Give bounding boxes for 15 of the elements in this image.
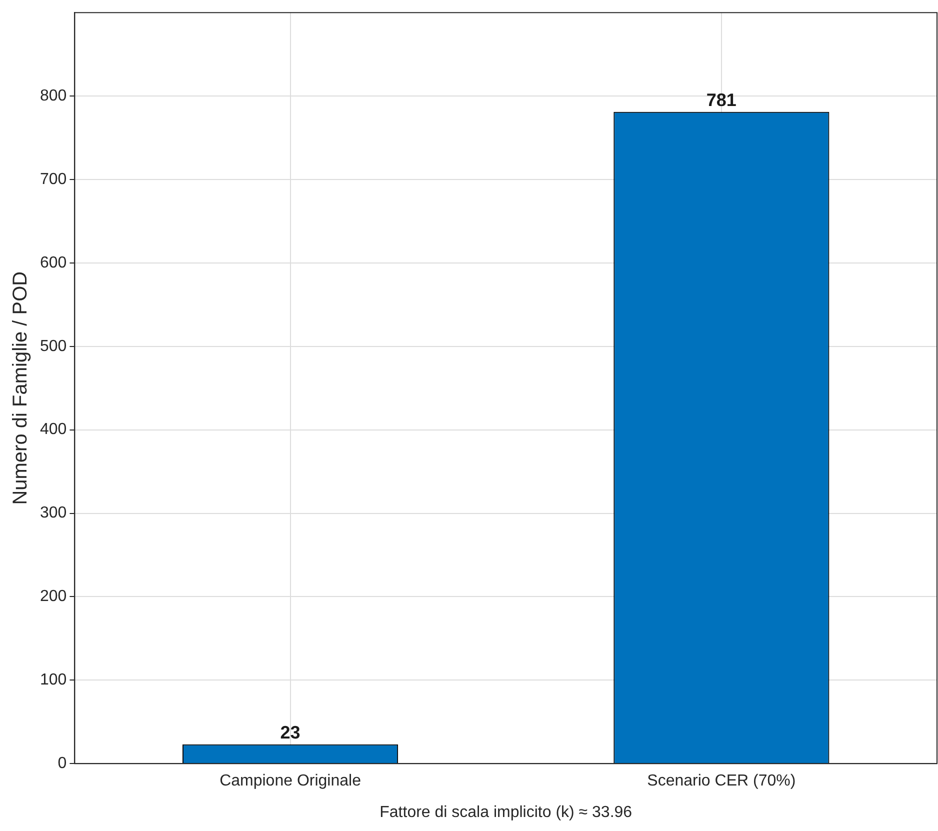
x-tick-label: Scenario CER (70%) xyxy=(647,772,796,790)
y-tick-label: 400 xyxy=(40,421,67,438)
y-tick-label: 700 xyxy=(40,170,67,188)
x-axis-title: Fattore di scala implicito (k) ≈ 33.96 xyxy=(380,804,632,821)
y-tick-label: 500 xyxy=(40,338,67,355)
y-tick-label: 300 xyxy=(40,504,67,522)
x-tick-label: Campione Originale xyxy=(220,772,362,790)
data-label: 781 xyxy=(706,90,736,110)
y-axis-title: Numero di Famiglie / POD xyxy=(10,271,32,505)
y-tick-label: 800 xyxy=(40,87,67,104)
y-tick-label: 100 xyxy=(40,672,67,689)
y-tick-label: 0 xyxy=(58,755,67,772)
y-tick-label: 600 xyxy=(40,254,67,272)
data-label: 23 xyxy=(280,722,300,742)
y-tick-label: 200 xyxy=(40,588,67,606)
